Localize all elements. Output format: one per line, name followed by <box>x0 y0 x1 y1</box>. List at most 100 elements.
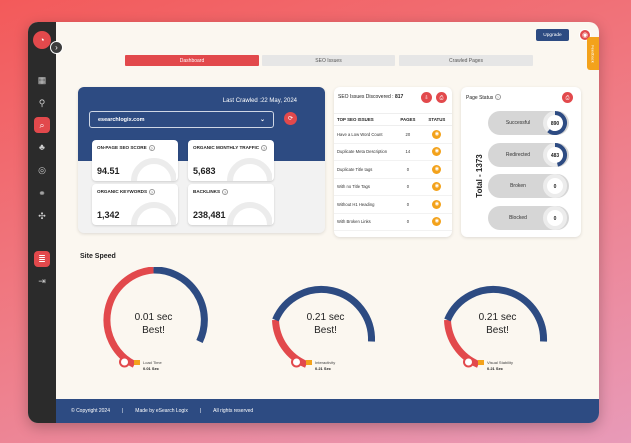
users-icon[interactable]: ⚲ <box>38 97 46 108</box>
issue-name: Without H1 Heading <box>334 195 394 214</box>
legend-swatch <box>134 360 140 366</box>
refresh-button[interactable]: ⟳ <box>284 112 297 125</box>
reports-icon[interactable]: ≣ <box>34 251 50 267</box>
metric-arc <box>131 158 176 181</box>
svg-text:0: 0 <box>554 216 557 222</box>
rank-tracker-icon[interactable]: ♣ <box>39 142 45 152</box>
overview-card: Last Crawled :22 May, 2024 esearchlogix.… <box>78 87 325 233</box>
footer-rights: All rights reserved <box>213 408 254 414</box>
domain-value: esearchlogix.com <box>98 116 145 123</box>
gauge-legend: Visual Stability 0.21 Sec <box>478 360 513 371</box>
column-header: PAGES <box>394 113 422 126</box>
gauge-value: 0.21 sec <box>478 312 517 323</box>
tab-dashboard[interactable]: Dashboard <box>125 55 259 66</box>
feedback-tab[interactable]: Feedback <box>587 37 599 70</box>
view-icon[interactable]: ◉ <box>432 199 442 209</box>
view-icon[interactable]: ◉ <box>432 129 442 139</box>
gauge-interactivity: 0.21 sec Best! Interactivity 0.21 Sec <box>268 267 383 385</box>
tab-seo-issues[interactable]: SEO Issues <box>262 55 395 66</box>
status-label: Broken <box>510 183 526 189</box>
seo-issues-card: SEO Issues Discovered : 817 ⇩ ⎙ TOP SEO … <box>334 87 452 237</box>
status-pill-redirected: Redirected 483 <box>488 142 569 167</box>
metric-arc <box>227 202 272 225</box>
sidebar-collapse-button[interactable]: › <box>50 41 63 54</box>
metric-title: BACKLINKS <box>193 189 221 195</box>
total-pages: Total - 1373 <box>474 154 484 198</box>
metric-card-backlinks: BACKLINKS? 238,481 <box>188 184 274 225</box>
tab-crawled-pages[interactable]: Crawled Pages <box>399 55 533 66</box>
view-icon[interactable]: ◉ <box>432 217 442 227</box>
view-icon[interactable]: ◉ <box>432 164 442 174</box>
analytics-icon[interactable]: ✣ <box>38 210 46 221</box>
gauge-arc <box>103 267 208 368</box>
metric-card-traffic: ORGANIC MONTHLY TRAFFIC? 5,683 <box>188 140 274 181</box>
seo-issues-heading: SEO Issues Discovered : 817 <box>338 94 403 100</box>
help-icon[interactable]: ? <box>222 189 229 195</box>
page-status-report-button[interactable]: ⎙ <box>562 92 573 103</box>
gauge-rating: Best! <box>314 325 337 336</box>
table-row: Duplicate Title tags 0 ◉ <box>334 160 452 179</box>
gauge-arc <box>272 286 376 368</box>
help-icon[interactable]: ? <box>494 94 501 100</box>
help-icon[interactable]: ? <box>148 145 155 151</box>
report-button[interactable]: ⎙ <box>436 92 447 103</box>
issue-pages: 14 <box>394 143 422 161</box>
column-header: STATUS <box>421 113 452 126</box>
issue-name: With Broken Links <box>334 213 394 231</box>
metric-title: ON-PAGE SEO SCORE <box>97 145 147 151</box>
table-row: Have a Low Word Count 20 ◉ <box>334 125 452 144</box>
export-button[interactable]: ⇩ <box>421 92 432 103</box>
gauge-value: 0.21 sec <box>306 312 345 323</box>
app-logo[interactable]: ◔ <box>33 31 51 49</box>
status-pill-blocked: Blocked 0 <box>488 206 569 230</box>
logout-icon[interactable]: ⇥ <box>38 275 46 286</box>
status-ring: 0 <box>543 206 567 230</box>
table-row: With Broken Links 0 ◉ <box>334 213 452 231</box>
metric-title: ORGANIC KEYWORDS <box>97 189 148 195</box>
help-icon[interactable]: ? <box>261 145 268 151</box>
status-label: Blocked <box>509 215 527 221</box>
topbar: Upgrade ◉ <box>56 22 599 50</box>
status-label: Redirected <box>505 152 531 158</box>
link-icon[interactable]: ⚭ <box>38 187 46 198</box>
dashboard-icon[interactable]: ▦ <box>37 74 47 85</box>
legend-value: 0.21 Sec <box>487 365 504 371</box>
status-pill-successful: Successful 890 <box>488 111 569 135</box>
footer: © Copyright 2024 | Made by eSearch Logix… <box>56 399 599 423</box>
issue-name: Duplicate Meta Description <box>334 143 394 161</box>
site-speed-title: Site Speed <box>80 253 116 260</box>
view-icon[interactable]: ◉ <box>432 147 442 157</box>
legend-value: 0.21 Sec <box>315 365 332 371</box>
domain-select[interactable]: esearchlogix.com ⌄ <box>89 111 274 128</box>
feedback-label: Feedback <box>590 44 596 63</box>
legend-swatch <box>478 360 484 366</box>
legend-value: 0.01 Sec <box>143 365 160 371</box>
legend-swatch <box>306 360 312 366</box>
footer-made-by: Made by eSearch Logix <box>135 408 188 414</box>
view-icon[interactable]: ◉ <box>432 182 442 192</box>
upgrade-button[interactable]: Upgrade <box>536 29 569 41</box>
help-icon[interactable]: ? <box>149 189 156 195</box>
table-row: Without H1 Heading 0 ◉ <box>334 195 452 214</box>
chevron-down-icon: ⌄ <box>259 117 265 123</box>
status-ring: 483 <box>543 142 568 167</box>
gauge-rating: Best! <box>486 325 509 336</box>
table-row: Duplicate Meta Description 14 ◉ <box>334 143 452 161</box>
issue-pages: 0 <box>394 195 422 214</box>
gauge-arc <box>444 286 548 368</box>
seo-audit-icon[interactable]: ⌕ <box>34 117 50 133</box>
globe-icon[interactable]: ◎ <box>38 164 46 175</box>
metric-arc <box>131 202 176 225</box>
legend-metric: Visual Stability <box>487 360 513 365</box>
issue-pages: 20 <box>394 125 422 144</box>
metric-arc <box>227 158 272 181</box>
last-crawled: Last Crawled :22 May, 2024 <box>222 98 297 104</box>
svg-text:890: 890 <box>551 121 560 127</box>
seo-issues-count: 817 <box>394 94 404 100</box>
gauge-visual-stability: 0.21 sec Best! Visual Stability 0.21 Sec <box>440 267 555 385</box>
status-ring: 0 <box>543 174 567 198</box>
table-row: With no Title Tags 0 ◉ <box>334 178 452 196</box>
metric-title: ORGANIC MONTHLY TRAFFIC <box>193 145 260 151</box>
column-header: TOP SEO ISSUES <box>334 113 394 126</box>
seo-issues-table: TOP SEO ISSUES PAGES STATUS Have a Low W… <box>334 113 452 231</box>
